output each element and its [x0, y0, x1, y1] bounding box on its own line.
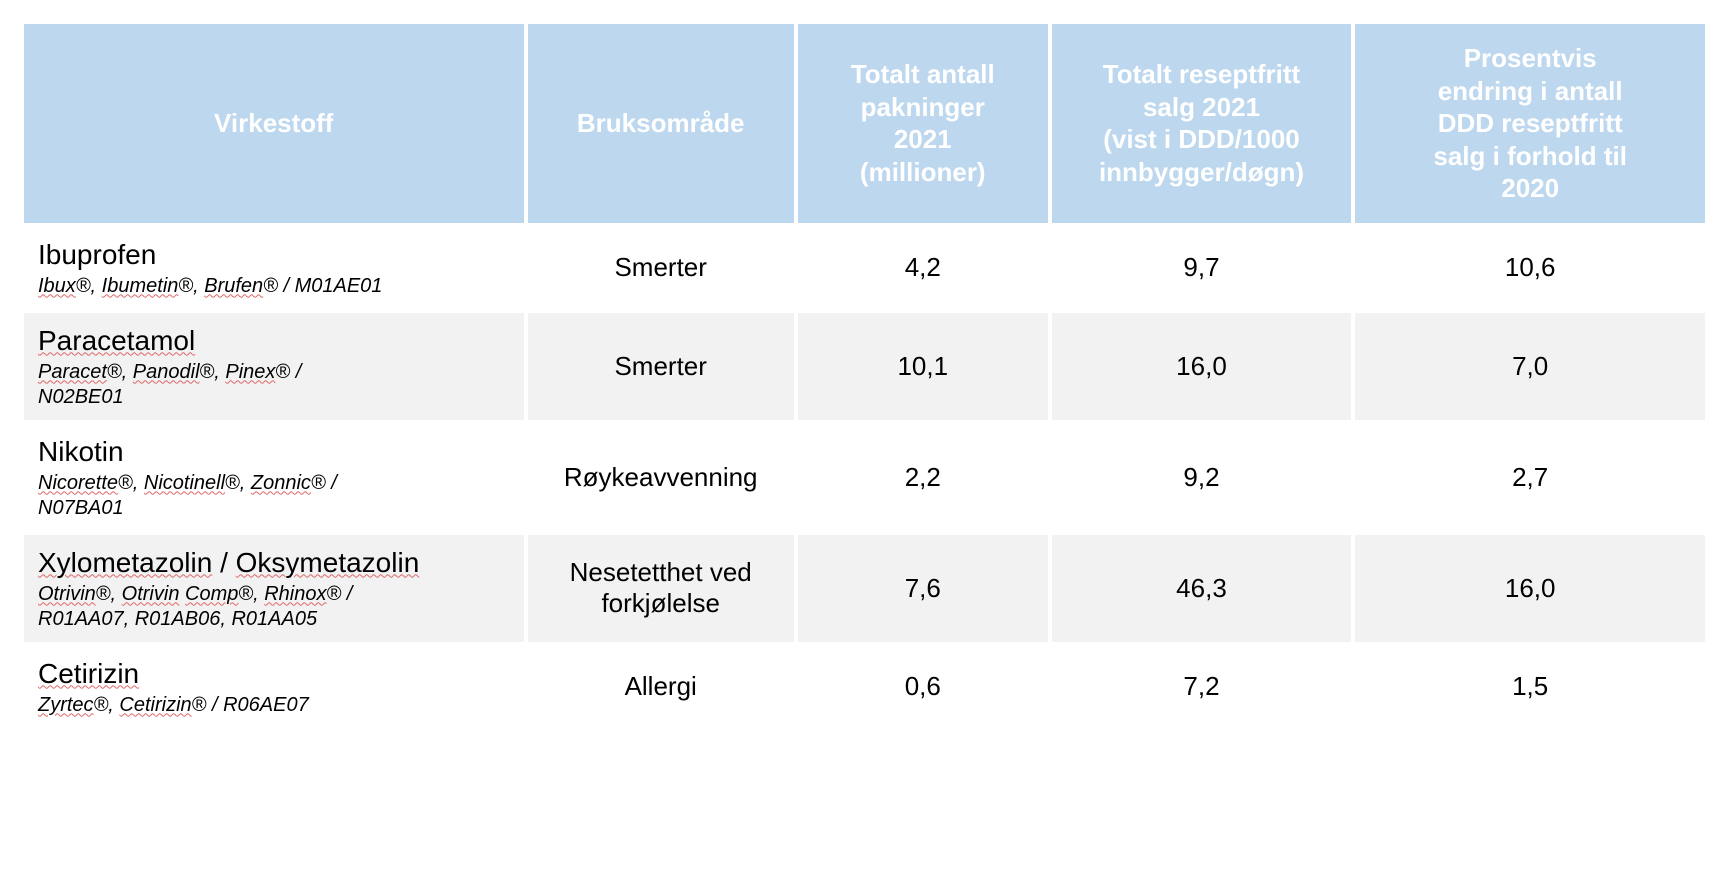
- cell-bruksomrade: Allergi: [528, 646, 794, 728]
- cell-pakninger: 2,2: [798, 424, 1048, 531]
- substance-name: Nikotin: [38, 434, 510, 469]
- cell-ddd: 9,2: [1052, 424, 1352, 531]
- medication-table: Virkestoff Bruksområde Totalt antallpakn…: [20, 20, 1709, 732]
- cell-virkestoff: ParacetamolParacet®, Panodil®, Pinex® /N…: [24, 313, 524, 420]
- col-bruksomrade: Bruksområde: [528, 24, 794, 223]
- cell-virkestoff: IbuprofenIbux®, Ibumetin®, Brufen® / M01…: [24, 227, 524, 309]
- cell-pakninger: 10,1: [798, 313, 1048, 420]
- substance-name: Xylometazolin / Oksymetazolin: [38, 545, 510, 580]
- substance-brands: Nicorette®, Nicotinell®, Zonnic® /N07BA0…: [38, 471, 510, 521]
- cell-endring: 16,0: [1355, 535, 1705, 642]
- table-row: CetirizinZyrtec®, Cetirizin® / R06AE07Al…: [24, 646, 1705, 728]
- cell-ddd: 16,0: [1052, 313, 1352, 420]
- cell-virkestoff: Xylometazolin / OksymetazolinOtrivin®, O…: [24, 535, 524, 642]
- cell-bruksomrade: Nesetetthet vedforkjølelse: [528, 535, 794, 642]
- cell-bruksomrade: Smerter: [528, 313, 794, 420]
- col-ddd: Totalt reseptfrittsalg 2021(vist i DDD/1…: [1052, 24, 1352, 223]
- cell-virkestoff: NikotinNicorette®, Nicotinell®, Zonnic® …: [24, 424, 524, 531]
- table-row: ParacetamolParacet®, Panodil®, Pinex® /N…: [24, 313, 1705, 420]
- cell-bruksomrade: Røykeavvenning: [528, 424, 794, 531]
- cell-pakninger: 4,2: [798, 227, 1048, 309]
- substance-brands: Otrivin®, Otrivin Comp®, Rhinox® /R01AA0…: [38, 582, 510, 632]
- table-row: IbuprofenIbux®, Ibumetin®, Brufen® / M01…: [24, 227, 1705, 309]
- cell-endring: 10,6: [1355, 227, 1705, 309]
- cell-ddd: 9,7: [1052, 227, 1352, 309]
- cell-bruksomrade: Smerter: [528, 227, 794, 309]
- substance-brands: Paracet®, Panodil®, Pinex® /N02BE01: [38, 360, 510, 410]
- cell-ddd: 7,2: [1052, 646, 1352, 728]
- table-row: NikotinNicorette®, Nicotinell®, Zonnic® …: [24, 424, 1705, 531]
- cell-endring: 7,0: [1355, 313, 1705, 420]
- cell-endring: 1,5: [1355, 646, 1705, 728]
- col-endring: Prosentvisendring i antallDDD reseptfrit…: [1355, 24, 1705, 223]
- table-row: Xylometazolin / OksymetazolinOtrivin®, O…: [24, 535, 1705, 642]
- substance-brands: Ibux®, Ibumetin®, Brufen® / M01AE01: [38, 274, 510, 299]
- col-virkestoff: Virkestoff: [24, 24, 524, 223]
- substance-name: Cetirizin: [38, 656, 510, 691]
- cell-ddd: 46,3: [1052, 535, 1352, 642]
- cell-pakninger: 7,6: [798, 535, 1048, 642]
- substance-name: Paracetamol: [38, 323, 510, 358]
- cell-endring: 2,7: [1355, 424, 1705, 531]
- col-pakninger: Totalt antallpakninger2021(millioner): [798, 24, 1048, 223]
- substance-name: Ibuprofen: [38, 237, 510, 272]
- cell-pakninger: 0,6: [798, 646, 1048, 728]
- cell-virkestoff: CetirizinZyrtec®, Cetirizin® / R06AE07: [24, 646, 524, 728]
- substance-brands: Zyrtec®, Cetirizin® / R06AE07: [38, 693, 510, 718]
- table-header-row: Virkestoff Bruksområde Totalt antallpakn…: [24, 24, 1705, 223]
